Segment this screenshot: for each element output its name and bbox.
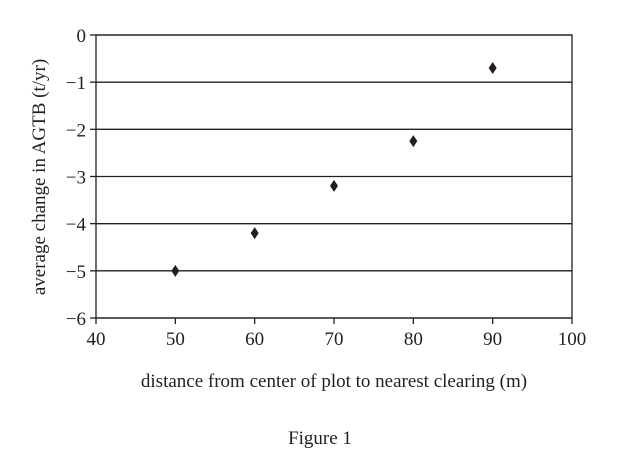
x-tick-label: 70: [325, 329, 344, 350]
y-tick-label: 0: [77, 26, 87, 47]
data-point: [250, 227, 259, 240]
y-tick-label: −2: [66, 120, 86, 141]
axis-ticks: 0 −1 −2 −3 −4 −5 −640 50 60 70 80 90 100: [66, 26, 586, 350]
x-tick-label: 90: [483, 329, 502, 350]
x-tick-label: 100: [558, 329, 587, 350]
y-axis-label: average change in AGTB (t/yr): [29, 59, 50, 295]
x-tick-label: 80: [404, 329, 423, 350]
x-axis-label: distance from center of plot to nearest …: [141, 371, 527, 392]
x-tick-label: 60: [245, 329, 264, 350]
data-point: [488, 62, 497, 75]
data-point: [409, 135, 418, 148]
x-tick-label: 50: [166, 329, 185, 350]
y-tick-label: −6: [66, 309, 86, 330]
y-tick-label: −5: [66, 262, 86, 283]
x-tick-label: 40: [87, 329, 106, 350]
data-point: [171, 264, 180, 277]
y-tick-label: −3: [66, 168, 86, 189]
figure-caption: Figure 1: [288, 428, 352, 449]
data-points: [171, 62, 497, 277]
y-tick-label: −1: [66, 73, 86, 94]
data-point: [330, 179, 338, 192]
gridlines: [96, 34, 572, 319]
y-tick-label: −4: [66, 215, 87, 236]
